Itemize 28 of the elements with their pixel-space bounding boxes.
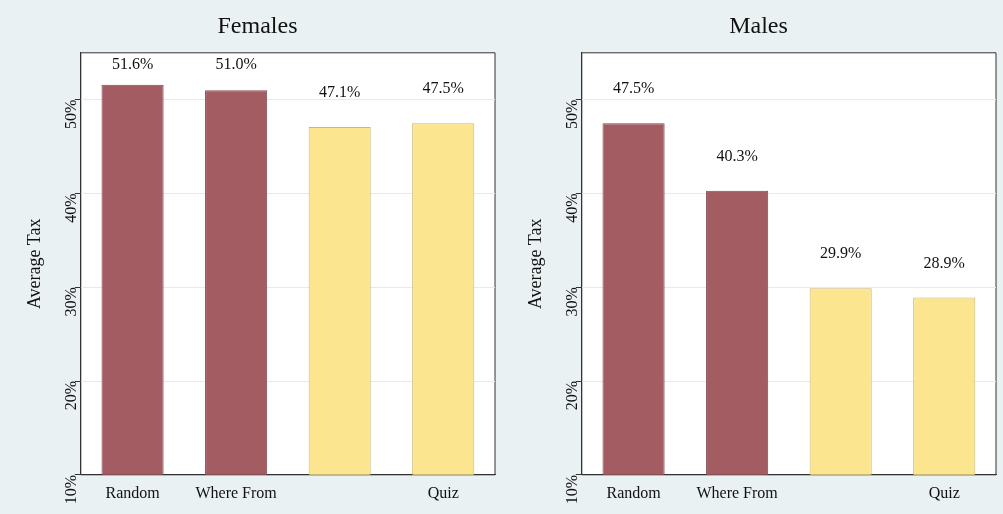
x-tick-label: Quiz — [928, 483, 960, 501]
y-tick-label: 10% — [563, 474, 580, 505]
chart-title: Males — [729, 11, 788, 38]
y-tick-label: 50% — [62, 99, 79, 130]
y-tick-label: 30% — [62, 287, 79, 317]
y-tick-label: 30% — [563, 287, 580, 317]
data-label: 47.1% — [319, 83, 361, 101]
data-label: 40.3% — [716, 146, 758, 164]
data-label: 29.9% — [820, 244, 862, 262]
y-tick-label: 40% — [563, 193, 580, 223]
data-label: 51.0% — [215, 55, 257, 72]
y-axis-title: Average Tax — [524, 218, 545, 310]
data-label: 47.5% — [422, 79, 464, 97]
x-tick-label: Random — [105, 483, 161, 501]
x-tick-label: Random — [606, 483, 662, 501]
y-axis-title: Average Tax — [23, 218, 44, 310]
chart-title: Females — [217, 11, 298, 38]
y-tick-label: 10% — [62, 474, 79, 505]
x-tick-label: Where From — [696, 483, 779, 501]
x-tick-label: Where From — [195, 483, 278, 501]
x-tick-label: Quiz — [427, 483, 459, 501]
y-tick-label: 20% — [563, 381, 580, 411]
y-tick-label: 20% — [62, 381, 79, 411]
y-tick-label: 40% — [62, 193, 79, 223]
data-label: 51.6% — [111, 55, 154, 72]
data-label: 47.5% — [612, 79, 655, 97]
y-tick-label: 50% — [563, 99, 580, 130]
data-label: 28.9% — [923, 253, 965, 271]
